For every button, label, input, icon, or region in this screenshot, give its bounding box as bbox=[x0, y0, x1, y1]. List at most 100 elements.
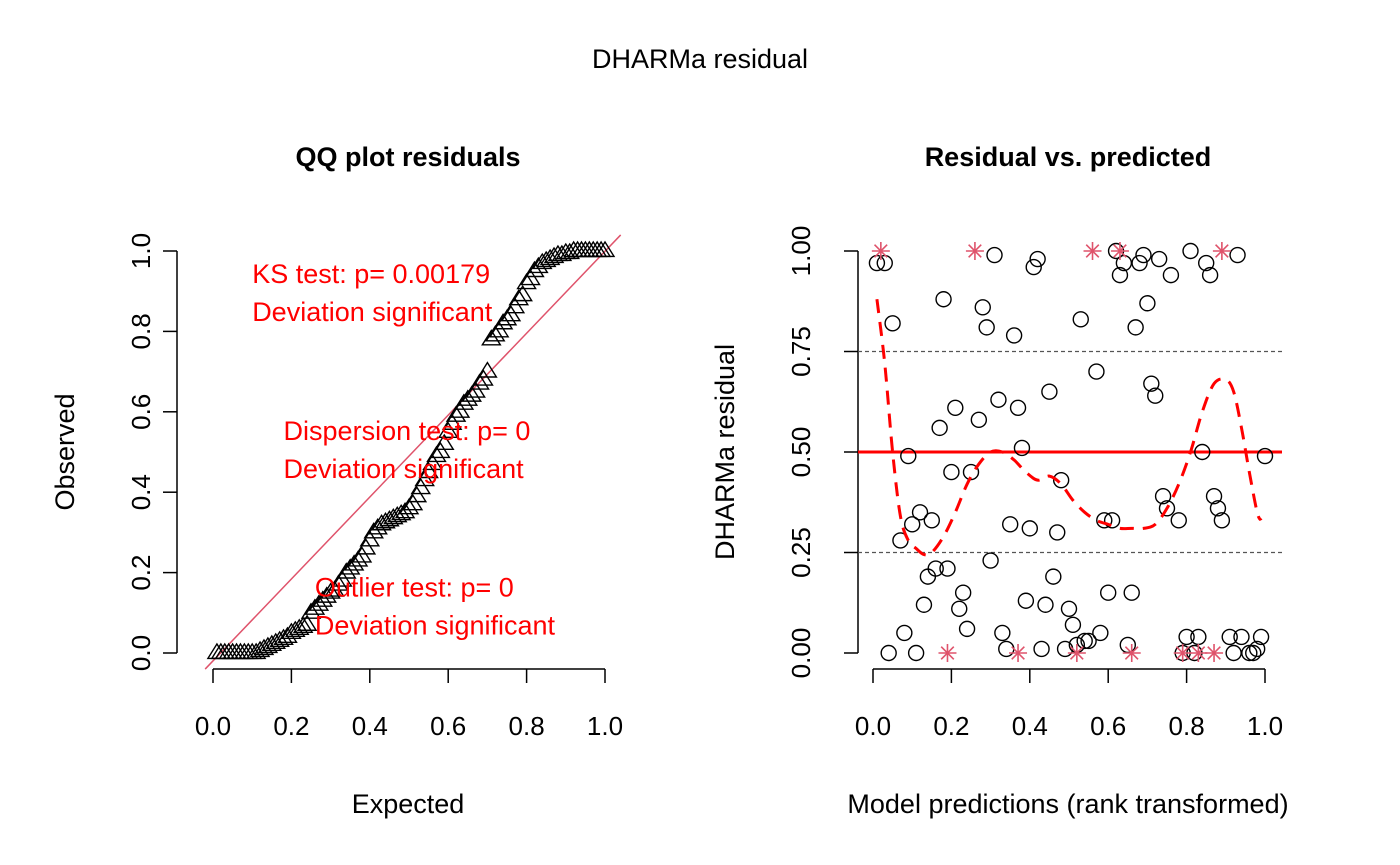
rv-residual-point bbox=[970, 411, 988, 429]
rv-y-tick-label: 0.25 bbox=[786, 527, 816, 578]
rv-outlier-asterisk bbox=[965, 242, 984, 260]
rv-outlier-asterisk bbox=[1212, 242, 1231, 260]
qq-point bbox=[477, 361, 498, 378]
qq-x-tick-label: 1.0 bbox=[587, 711, 623, 741]
rv-outlier-asterisk bbox=[1067, 644, 1086, 662]
rv-residual-point bbox=[978, 319, 995, 336]
rv-residual-point bbox=[1111, 266, 1129, 284]
asterisk-stroke bbox=[1191, 646, 1206, 660]
qq-point bbox=[269, 630, 290, 648]
qq-point bbox=[422, 453, 443, 471]
rv-residual-point bbox=[1241, 644, 1258, 662]
qq-x-tick-label: 0.8 bbox=[509, 711, 545, 741]
qq-point bbox=[316, 586, 337, 603]
rv-y-tick-label: 0.75 bbox=[786, 326, 816, 377]
rv-residual-point bbox=[1080, 632, 1097, 650]
rv-residual-point bbox=[931, 419, 948, 437]
qq-x-tick-label: 0.2 bbox=[273, 711, 309, 741]
qq-point bbox=[484, 325, 506, 342]
qq-point bbox=[332, 570, 353, 587]
rv-residual-point bbox=[1213, 512, 1231, 529]
qq-point bbox=[535, 250, 557, 268]
rv-residual-point bbox=[1245, 644, 1262, 662]
rv-residual-point bbox=[907, 644, 925, 662]
rv-residual-point bbox=[1060, 600, 1078, 617]
qq-point bbox=[363, 522, 384, 539]
rv-residual-point bbox=[896, 624, 913, 642]
qq-point bbox=[261, 634, 283, 652]
rv-outlier-asterisk bbox=[871, 242, 890, 260]
rv-residual-point bbox=[1135, 246, 1152, 264]
qq-point bbox=[285, 620, 306, 637]
rv-residual-point bbox=[1139, 295, 1156, 312]
rv-residual-point bbox=[1233, 628, 1250, 646]
rv-residual-point bbox=[935, 291, 952, 308]
rv-residual-point bbox=[1041, 383, 1058, 400]
rv-residual-point bbox=[1170, 512, 1187, 529]
rv-residual-point bbox=[915, 596, 933, 613]
rv-residual-point bbox=[1209, 500, 1227, 517]
rv-residual-point bbox=[1092, 624, 1109, 642]
qq-point bbox=[328, 574, 349, 591]
qq-point bbox=[312, 590, 334, 607]
rv-residual-point bbox=[1052, 471, 1070, 489]
asterisk-stroke bbox=[1011, 646, 1025, 660]
rv-residual-point bbox=[1178, 628, 1195, 646]
rv-residual-point bbox=[1025, 258, 1042, 276]
rv-residual-point bbox=[1221, 628, 1238, 646]
rv-residual-point bbox=[1123, 584, 1140, 601]
qq-point bbox=[441, 413, 463, 430]
qq-y-tick-label: 0.8 bbox=[126, 313, 156, 349]
rv-residual-point bbox=[1229, 246, 1246, 264]
qq-point bbox=[371, 514, 392, 531]
rv-x-tick-label: 0.6 bbox=[1090, 711, 1126, 741]
rv-xlabel: Model predictions (rank transformed) bbox=[847, 789, 1288, 819]
rv-residual-point bbox=[1131, 254, 1148, 272]
qq-point bbox=[277, 626, 298, 644]
figure-title: DHARMa residual bbox=[592, 44, 808, 74]
rv-y-tick-label: 0.50 bbox=[786, 427, 816, 478]
qq-point bbox=[304, 598, 326, 615]
rv-residual-point bbox=[1182, 242, 1199, 260]
rv-residual-point bbox=[1158, 500, 1176, 517]
rv-residual-point bbox=[1127, 319, 1144, 336]
qq-point bbox=[516, 272, 537, 290]
qq-point bbox=[398, 497, 420, 515]
qq-point bbox=[379, 510, 400, 527]
qq-point bbox=[273, 628, 294, 646]
qq-plot-title: QQ plot residuals bbox=[295, 142, 520, 172]
rv-residual-point bbox=[1143, 375, 1160, 392]
qq-point bbox=[296, 614, 318, 631]
rv-residual-point bbox=[1021, 520, 1039, 537]
rv-residual-point bbox=[1190, 628, 1207, 646]
rv-ylabel: DHARMa residual bbox=[710, 344, 740, 560]
asterisk-stroke bbox=[1124, 646, 1139, 660]
rv-outlier-asterisk bbox=[1009, 644, 1028, 662]
rv-residual-point bbox=[994, 624, 1011, 642]
qq-point bbox=[390, 503, 412, 521]
qq-x-tick-label: 0.4 bbox=[352, 711, 388, 741]
rv-residual-point bbox=[1150, 250, 1168, 268]
rv-residual-point bbox=[986, 246, 1003, 264]
qq-point bbox=[500, 304, 522, 322]
residual-vs-predicted-panel: Residual vs. predicted Model predictions… bbox=[710, 142, 1289, 819]
rv-x-tick-label: 0.0 bbox=[855, 711, 891, 741]
rv-residual-point bbox=[900, 447, 917, 465]
qq-point bbox=[461, 385, 482, 402]
rv-outlier-asterisk bbox=[1173, 644, 1192, 662]
rv-residual-point bbox=[1162, 266, 1180, 284]
rv-outlier-asterisk bbox=[1189, 644, 1208, 662]
qq-point bbox=[594, 240, 616, 258]
qq-point bbox=[445, 405, 467, 422]
rv-residual-point bbox=[880, 644, 897, 662]
rv-quantile-fit-curve bbox=[875, 299, 1263, 557]
qq-point bbox=[292, 616, 314, 633]
qq-point bbox=[253, 638, 275, 656]
qq-point bbox=[512, 284, 533, 302]
rv-residual-point bbox=[1256, 447, 1274, 465]
rv-plot-title: Residual vs. predicted bbox=[925, 142, 1212, 172]
qq-point bbox=[320, 582, 341, 599]
qq-xlabel: Expected bbox=[352, 789, 465, 819]
rv-residual-point bbox=[1248, 640, 1266, 658]
qq-point bbox=[449, 401, 471, 418]
